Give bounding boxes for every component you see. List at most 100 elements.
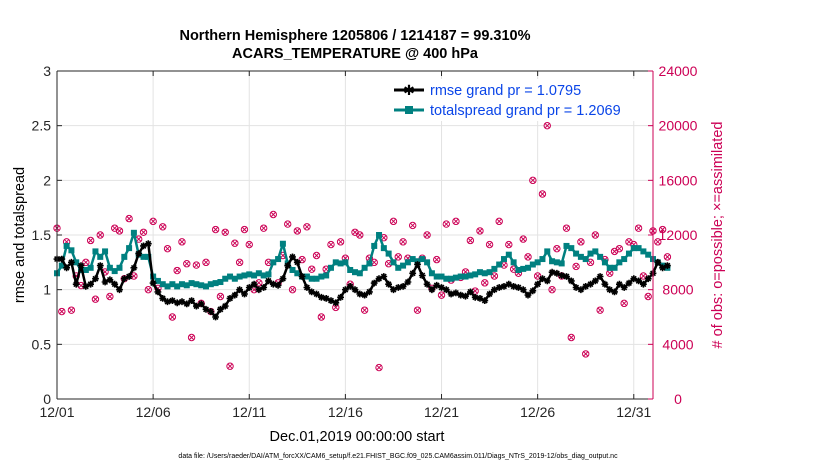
obs-possible-marker [586,258,595,267]
rmse-point [563,273,570,280]
rmse-point [293,258,301,266]
spread-point [164,283,171,290]
obs-assimilated-marker [332,304,339,311]
spread-point [438,273,445,280]
spread-point [145,253,152,260]
rmse-point [140,242,147,250]
obs-assimilated-marker [313,252,320,259]
obs-point [187,333,196,342]
spread-point [544,248,551,255]
rmse-point [169,297,176,304]
rmse-point [447,290,455,298]
obs-point [596,306,604,314]
obs-point [413,306,422,314]
obs-point [173,266,181,275]
spread-point [207,281,214,288]
spread-point [289,266,296,273]
rmse-point [519,286,527,294]
rmse-point [366,288,373,296]
spread-point [520,265,527,272]
obs-possible-marker [312,251,321,260]
spread-point [275,256,282,263]
spread-point [443,275,450,282]
obs-possible-marker [144,285,153,294]
spread-point [621,256,628,263]
obs-assimilated-marker [573,263,579,270]
rmse-point [606,286,614,294]
rmse-point [87,280,94,288]
spread-point [549,258,556,265]
obs-point [58,307,66,316]
obs-possible-marker [187,333,196,342]
obs-point [312,251,321,260]
obs-point [567,333,575,342]
spread-point [260,272,267,279]
rmse-point [361,291,368,299]
spread-point [265,271,272,278]
obs-possible-marker [543,121,551,130]
spread-point [606,264,613,271]
obs-assimilated-marker [145,286,152,293]
rmse-point [625,279,633,287]
spread-point [227,273,234,280]
x-tick-label: 12/06 [136,404,171,420]
obs-possible-marker [288,285,297,294]
rmse-point [135,250,143,257]
obs-possible-marker [360,306,369,314]
obs-possible-marker [620,299,628,308]
obs-assimilated-marker [400,238,406,245]
obs-assimilated-marker [107,293,113,300]
obs-assimilated-marker [217,293,224,300]
obs-point [288,285,297,294]
spread-point [539,256,546,263]
rmse-point [289,253,296,261]
obs-point [490,272,499,280]
obs-assimilated-marker [150,218,156,225]
rmse-point [452,289,460,297]
obs-possible-marker [240,225,249,234]
obs-point [163,244,172,253]
obs-assimilated-marker [654,238,661,245]
spread-point [510,259,517,266]
rmse-point [529,287,537,295]
obs-assimilated-marker [304,223,310,230]
obs-point [356,231,364,239]
obs-possible-marker [173,266,181,275]
obs-point [548,285,556,294]
spread-point [558,260,565,267]
obs-possible-marker [548,285,556,294]
obs-assimilated-marker [453,218,459,225]
rmse-point [481,297,489,304]
obs-possible-marker [106,292,114,301]
rmse-point [144,240,152,248]
legend: ✱ rmse grand pr = 1.0795 totalspread gra… [393,79,651,121]
y-tick-label-right: 20000 [659,118,698,134]
rmse-point [217,305,224,313]
obs-point [149,217,157,226]
obs-assimilated-marker [477,228,483,234]
y-tick-label-left: 2 [43,172,51,188]
legend-marker-spread [405,106,413,114]
obs-possible-marker [505,240,513,249]
obs-assimilated-marker [188,334,195,341]
spread-point [193,281,200,288]
spread-point [486,269,493,276]
obs-assimilated-marker [265,259,272,266]
spread-point [203,283,209,290]
rmse-point [313,290,320,298]
obs-assimilated-marker [231,240,238,247]
legend-box [393,79,651,121]
x-tick-label: 12/01 [39,404,74,420]
spread-point [491,265,498,272]
rmse-point [351,286,359,294]
rmse-point [611,288,618,296]
obs-possible-marker [562,224,571,232]
obs-point [389,217,398,226]
obs-possible-marker [336,238,345,246]
obs-point [240,225,249,234]
obs-possible-marker [375,363,383,372]
obs-assimilated-marker [227,363,233,370]
spread-point [409,256,416,263]
obs-point [231,239,239,247]
spread-point [222,275,229,282]
